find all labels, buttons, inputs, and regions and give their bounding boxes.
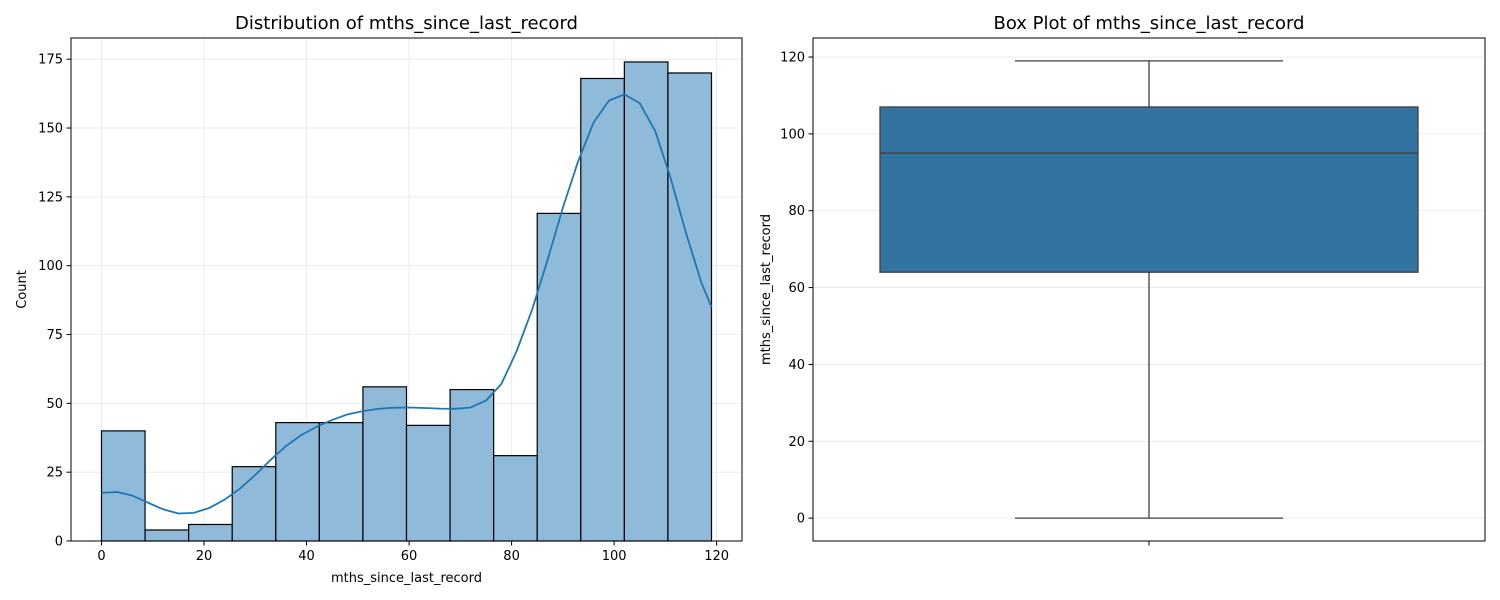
box-plot-chart: 0 20 40 60 80 100 120 Box Plot of mths_since_l… xyxy=(759,13,1486,546)
histogram-bar xyxy=(623,61,669,542)
histogram-bar xyxy=(362,386,408,542)
histogram-x-ticks: 0 20 40 60 80 100 120 xyxy=(97,541,729,564)
y-tick-label: 150 xyxy=(38,122,63,137)
y-tick-label: 0 xyxy=(797,512,805,527)
y-tick-label: 20 xyxy=(788,435,805,450)
kde-curve xyxy=(101,93,713,515)
x-tick-label: 100 xyxy=(602,549,627,564)
x-tick-label: 20 xyxy=(196,549,213,564)
histogram-axes-frame xyxy=(70,37,743,542)
histogram-bar xyxy=(231,466,277,542)
y-tick-label: 100 xyxy=(780,127,805,142)
y-tick-label: 120 xyxy=(780,51,805,66)
y-tick-label: 175 xyxy=(38,53,63,68)
histogram-bar xyxy=(405,424,451,542)
x-tick-label: 0 xyxy=(97,549,105,564)
histogram-bar xyxy=(493,455,538,542)
x-tick-label: 120 xyxy=(704,549,729,564)
histogram-bar xyxy=(275,422,320,542)
x-tick-label: 80 xyxy=(503,549,520,564)
y-tick-label: 80 xyxy=(788,204,805,219)
x-tick-label: 40 xyxy=(298,549,315,564)
histogram-bar xyxy=(667,72,713,542)
y-tick-label: 60 xyxy=(788,281,805,296)
interquartile-box xyxy=(879,106,1419,273)
box-plot-y-axis-label: mths_since_last_record xyxy=(759,214,774,365)
histogram-bar xyxy=(188,523,233,542)
histogram-x-axis-label: mths_since_last_record xyxy=(331,571,482,586)
histogram-bar xyxy=(100,430,146,542)
y-tick-label: 50 xyxy=(46,397,63,412)
y-tick-label: 75 xyxy=(46,328,63,343)
histogram-y-ticks: 0 25 50 75 100 125 150 175 xyxy=(38,53,71,550)
histogram-y-axis-label: Count xyxy=(15,270,30,309)
y-tick-label: 0 xyxy=(55,535,63,550)
y-tick-label: 40 xyxy=(788,358,805,373)
histogram-bar xyxy=(144,529,190,542)
histogram-chart: 0 20 40 60 80 100 120 0 25 50 75 100 125 150 175 Dist… xyxy=(15,13,743,586)
y-tick-label: 100 xyxy=(38,259,63,274)
box-plot-y-ticks: 0 20 40 60 80 100 120 xyxy=(780,51,813,527)
y-tick-label: 25 xyxy=(46,466,63,481)
histogram-bars xyxy=(100,61,713,542)
histogram-bar xyxy=(580,77,625,542)
histogram-bar xyxy=(536,212,582,542)
histogram-bar xyxy=(318,422,364,542)
histogram-bar xyxy=(449,388,495,542)
x-tick-label: 60 xyxy=(401,549,418,564)
box-plot-title: Box Plot of mths_since_last_record xyxy=(993,13,1304,34)
histogram-title: Distribution of mths_since_last_record xyxy=(235,13,578,34)
box-plot-marks xyxy=(879,60,1419,519)
y-tick-label: 125 xyxy=(38,190,63,205)
